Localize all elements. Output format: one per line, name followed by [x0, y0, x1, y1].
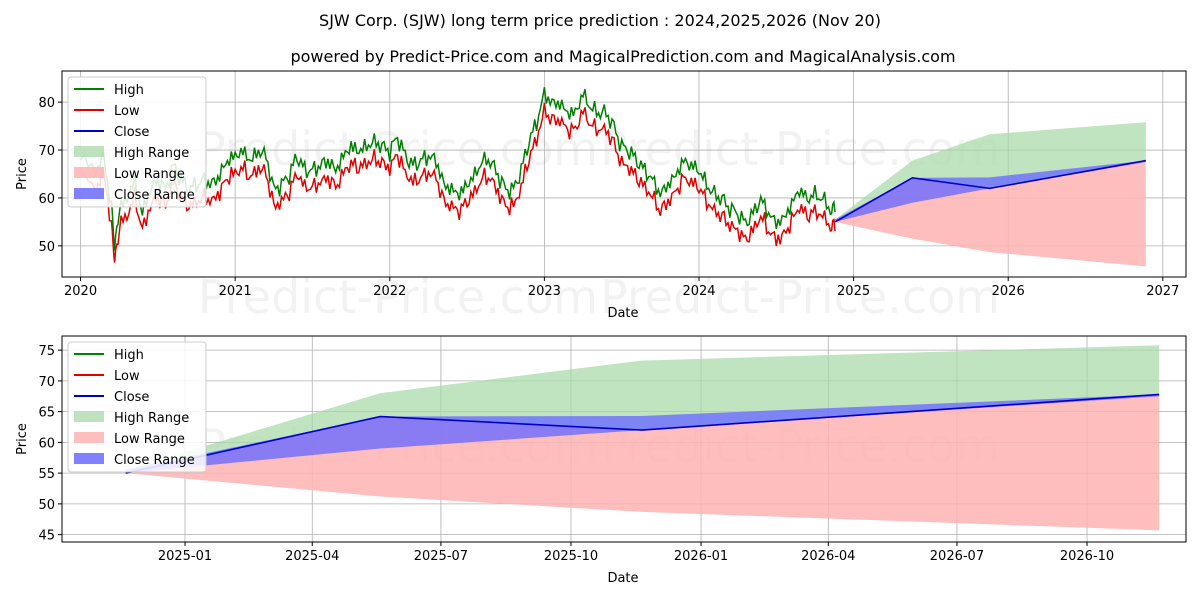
watermark-4: Predict-Price.com	[600, 270, 1000, 324]
x-tick-label: 2026	[992, 284, 1025, 299]
x-tick-label: 2022	[373, 284, 406, 299]
high-range-band	[835, 122, 1146, 222]
y-tick-label: 55	[38, 467, 55, 482]
high-history-line	[79, 87, 836, 251]
y-tick-label: 60	[38, 192, 55, 207]
legend-low-label: Low	[114, 104, 140, 119]
long-term-panel: Predict-Price.com Predict-Price.com Pred…	[15, 70, 1187, 324]
x-tick-label: 2025-10	[544, 549, 598, 564]
x-tick-label: 2024	[682, 284, 715, 299]
x-tick-label: 2026-07	[930, 549, 984, 564]
forecast-panel: Predict-Price.com Predict-Price.com 2025…	[15, 335, 1187, 586]
x-tick-label: 2025-07	[414, 549, 468, 564]
y-tick-label: 50	[38, 240, 55, 255]
legend-high-label: High	[114, 348, 144, 363]
panel1-ylabel: Price	[15, 158, 30, 190]
legend-low-range-label: Low Range	[114, 167, 185, 182]
chart-title: SJW Corp. (SJW) long term price predicti…	[319, 11, 881, 30]
y-tick-label: 70	[38, 375, 55, 390]
x-tick-label: 2023	[528, 284, 561, 299]
watermark-3: Predict-Price.com	[198, 270, 598, 324]
y-tick-label: 65	[38, 406, 55, 421]
x-tick-label: 2025-01	[158, 549, 212, 564]
panel2-series	[125, 345, 1160, 531]
x-tick-label: 2020	[64, 284, 97, 299]
panel1-xlabel: Date	[607, 306, 638, 321]
panel2-ticks: 2025-01 2025-04 2025-07 2025-10 2026-01 2026-…	[38, 344, 1114, 564]
legend-high-range-label: High Range	[114, 411, 189, 426]
panel1-series	[79, 87, 1146, 267]
y-tick-label: 75	[38, 344, 55, 359]
panel2-xlabel: Date	[607, 571, 638, 586]
legend-high-range-swatch	[74, 411, 104, 422]
legend-low-range-label: Low Range	[114, 432, 185, 447]
panel2-ylabel: Price	[15, 423, 30, 455]
legend-close-range-swatch	[74, 188, 104, 199]
legend-close-label: Close	[114, 390, 149, 405]
panel1-frame	[61, 70, 1187, 278]
panel1-ticks: 2020 2021 2022 2023 2024 2025 2026 2027 50 60 70 80	[38, 96, 1179, 299]
panel1-legend: High Low Close High Range Low Range Close Ran…	[67, 76, 207, 208]
legend-high-range-label: High Range	[114, 146, 189, 161]
legend-high-label: High	[114, 83, 144, 98]
legend-high-range-swatch	[74, 146, 104, 157]
legend-close-label: Close	[114, 125, 149, 140]
y-tick-label: 70	[38, 144, 55, 159]
legend-close-range-swatch	[74, 453, 104, 464]
close-forecast-line	[834, 159, 1146, 223]
x-tick-label: 2025-04	[285, 549, 339, 564]
close-forecast-line	[125, 393, 1160, 474]
legend-low-label: Low	[114, 369, 140, 384]
y-tick-label: 80	[38, 96, 55, 111]
legend-low-range-swatch	[74, 432, 104, 443]
panel2-frame	[61, 335, 1187, 543]
legend-close-range-label: Close Range	[114, 453, 195, 468]
y-tick-label: 45	[38, 529, 55, 544]
x-tick-label: 2026-01	[674, 549, 728, 564]
x-tick-label: 2027	[1146, 284, 1179, 299]
legend-close-range-label: Close Range	[114, 188, 195, 203]
y-tick-label: 60	[38, 436, 55, 451]
x-tick-label: 2021	[219, 284, 252, 299]
panel2-legend: High Low Close High Range Low Range Close Ran…	[67, 341, 207, 473]
x-tick-label: 2026-10	[1060, 549, 1114, 564]
x-tick-label: 2026-04	[801, 549, 855, 564]
high-range-band	[125, 345, 1160, 474]
x-tick-label: 2025	[837, 284, 870, 299]
chart-subtitle: powered by Predict-Price.com and Magical…	[290, 47, 955, 66]
legend-low-range-swatch	[74, 167, 104, 178]
y-tick-label: 50	[38, 498, 55, 513]
low-history-line	[80, 102, 836, 263]
